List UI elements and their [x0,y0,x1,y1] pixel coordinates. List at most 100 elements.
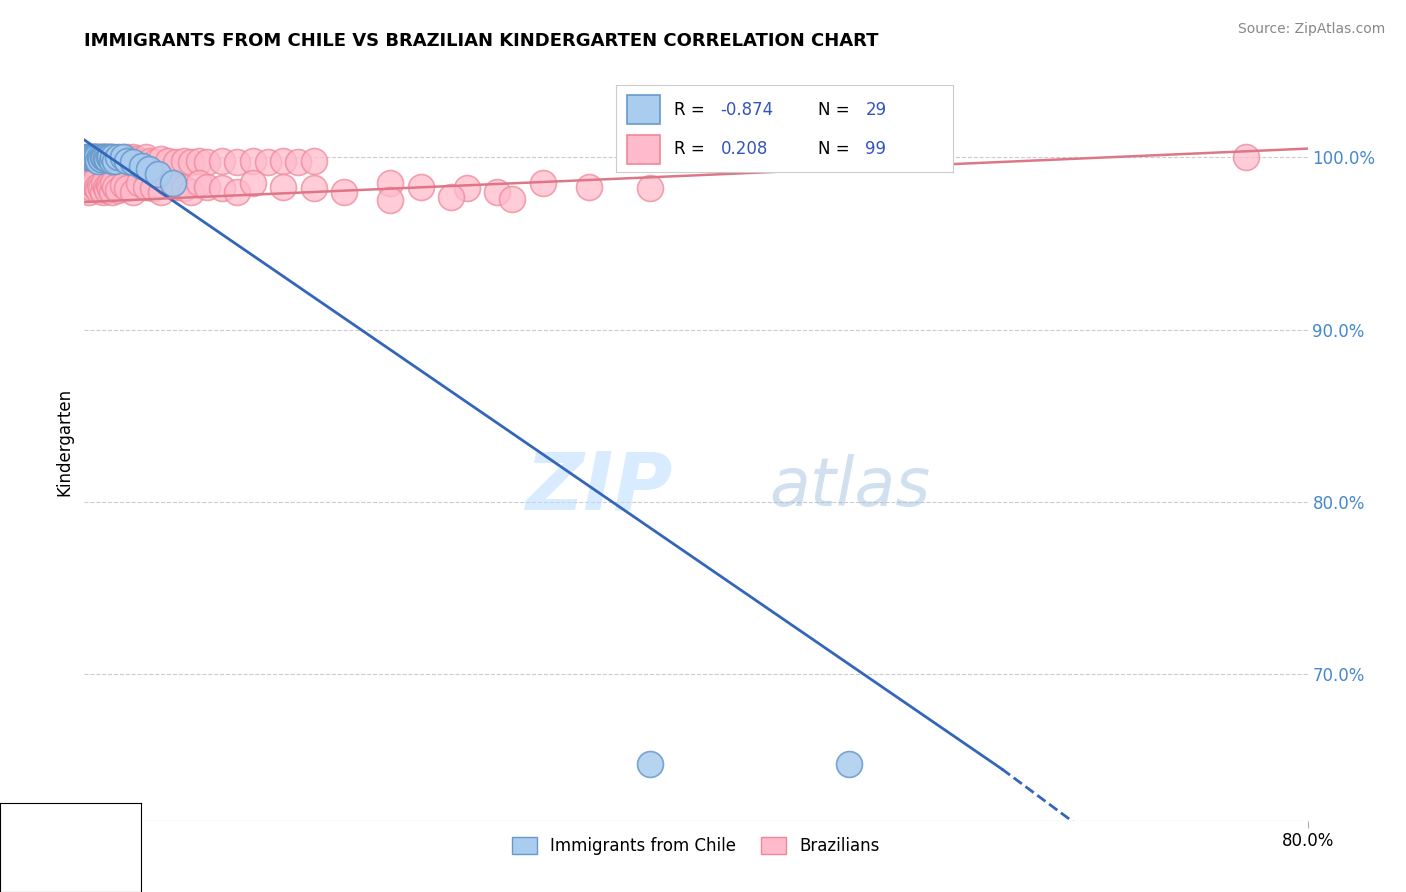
Point [86,153,108,168]
Point [87,153,110,168]
Point [242,176,264,190]
Point [333,185,356,199]
Point [211,153,233,168]
Point [94,150,117,164]
Point [173,181,195,195]
Point [146,168,169,182]
Point [96,150,118,164]
Point [97,150,120,164]
Point [98,181,121,195]
Point [104,153,127,168]
Point [93,150,115,164]
Point [456,181,478,195]
Point [162,176,184,190]
Point [84,174,107,188]
Point [195,179,218,194]
Point [103,152,125,166]
Point [110,152,132,166]
Point [98,155,121,169]
Point [104,179,127,194]
Point [120,155,142,169]
Point [104,153,127,168]
Point [131,155,153,169]
Point [302,153,325,168]
Point [112,153,135,168]
Point [578,179,600,194]
Point [101,153,124,168]
Point [90,152,112,166]
Point [257,155,280,169]
Point [84,150,107,164]
Point [83,150,105,164]
Point [115,153,138,168]
Point [122,155,145,169]
Point [90,181,112,195]
Point [149,152,172,166]
Point [76,150,98,164]
Point [143,155,166,169]
Point [131,159,153,173]
Point [77,150,100,164]
Point [226,155,249,169]
Point [287,155,309,169]
Point [77,152,100,166]
Point [89,178,111,192]
Point [211,181,233,195]
Point [77,185,100,199]
Point [125,152,148,166]
Point [86,150,108,164]
Text: IMMIGRANTS FROM CHILE VS BRAZILIAN KINDERGARTEN CORRELATION CHART: IMMIGRANTS FROM CHILE VS BRAZILIAN KINDE… [84,32,879,50]
Point [486,185,509,199]
Point [180,185,202,199]
Point [111,150,134,164]
Point [107,152,129,166]
Point [409,179,432,194]
Point [98,150,121,164]
Point [97,153,120,168]
Point [638,756,661,771]
Point [84,150,107,164]
Point [380,194,402,208]
Point [79,150,101,164]
Point [76,150,98,164]
Point [80,152,103,166]
Point [103,150,125,164]
Point [531,176,554,190]
Point [87,150,110,164]
Point [122,185,145,199]
Point [139,153,162,168]
Point [128,176,150,190]
Point [80,181,103,195]
Point [111,178,134,192]
Point [440,190,463,204]
Point [138,162,160,177]
Point [91,185,114,199]
Point [502,192,524,206]
Text: Source: ZipAtlas.com: Source: ZipAtlas.com [1237,22,1385,37]
Point [173,153,195,168]
Point [118,153,141,168]
Point [80,150,103,164]
Text: atlas: atlas [769,454,931,520]
Point [226,185,249,199]
Point [89,152,111,166]
Point [157,153,180,168]
Point [380,176,402,190]
Point [89,150,111,164]
Point [838,756,860,771]
Point [135,179,157,194]
Point [115,181,138,195]
Point [122,150,145,164]
Point [96,183,118,197]
Point [94,152,117,166]
Point [79,176,101,190]
Point [101,150,124,164]
Point [97,178,120,192]
Point [157,176,180,190]
Y-axis label: Kindergarten: Kindergarten [55,387,73,496]
Point [115,150,138,164]
Point [86,179,108,194]
Point [96,152,118,166]
Point [638,181,661,195]
Point [76,150,98,164]
